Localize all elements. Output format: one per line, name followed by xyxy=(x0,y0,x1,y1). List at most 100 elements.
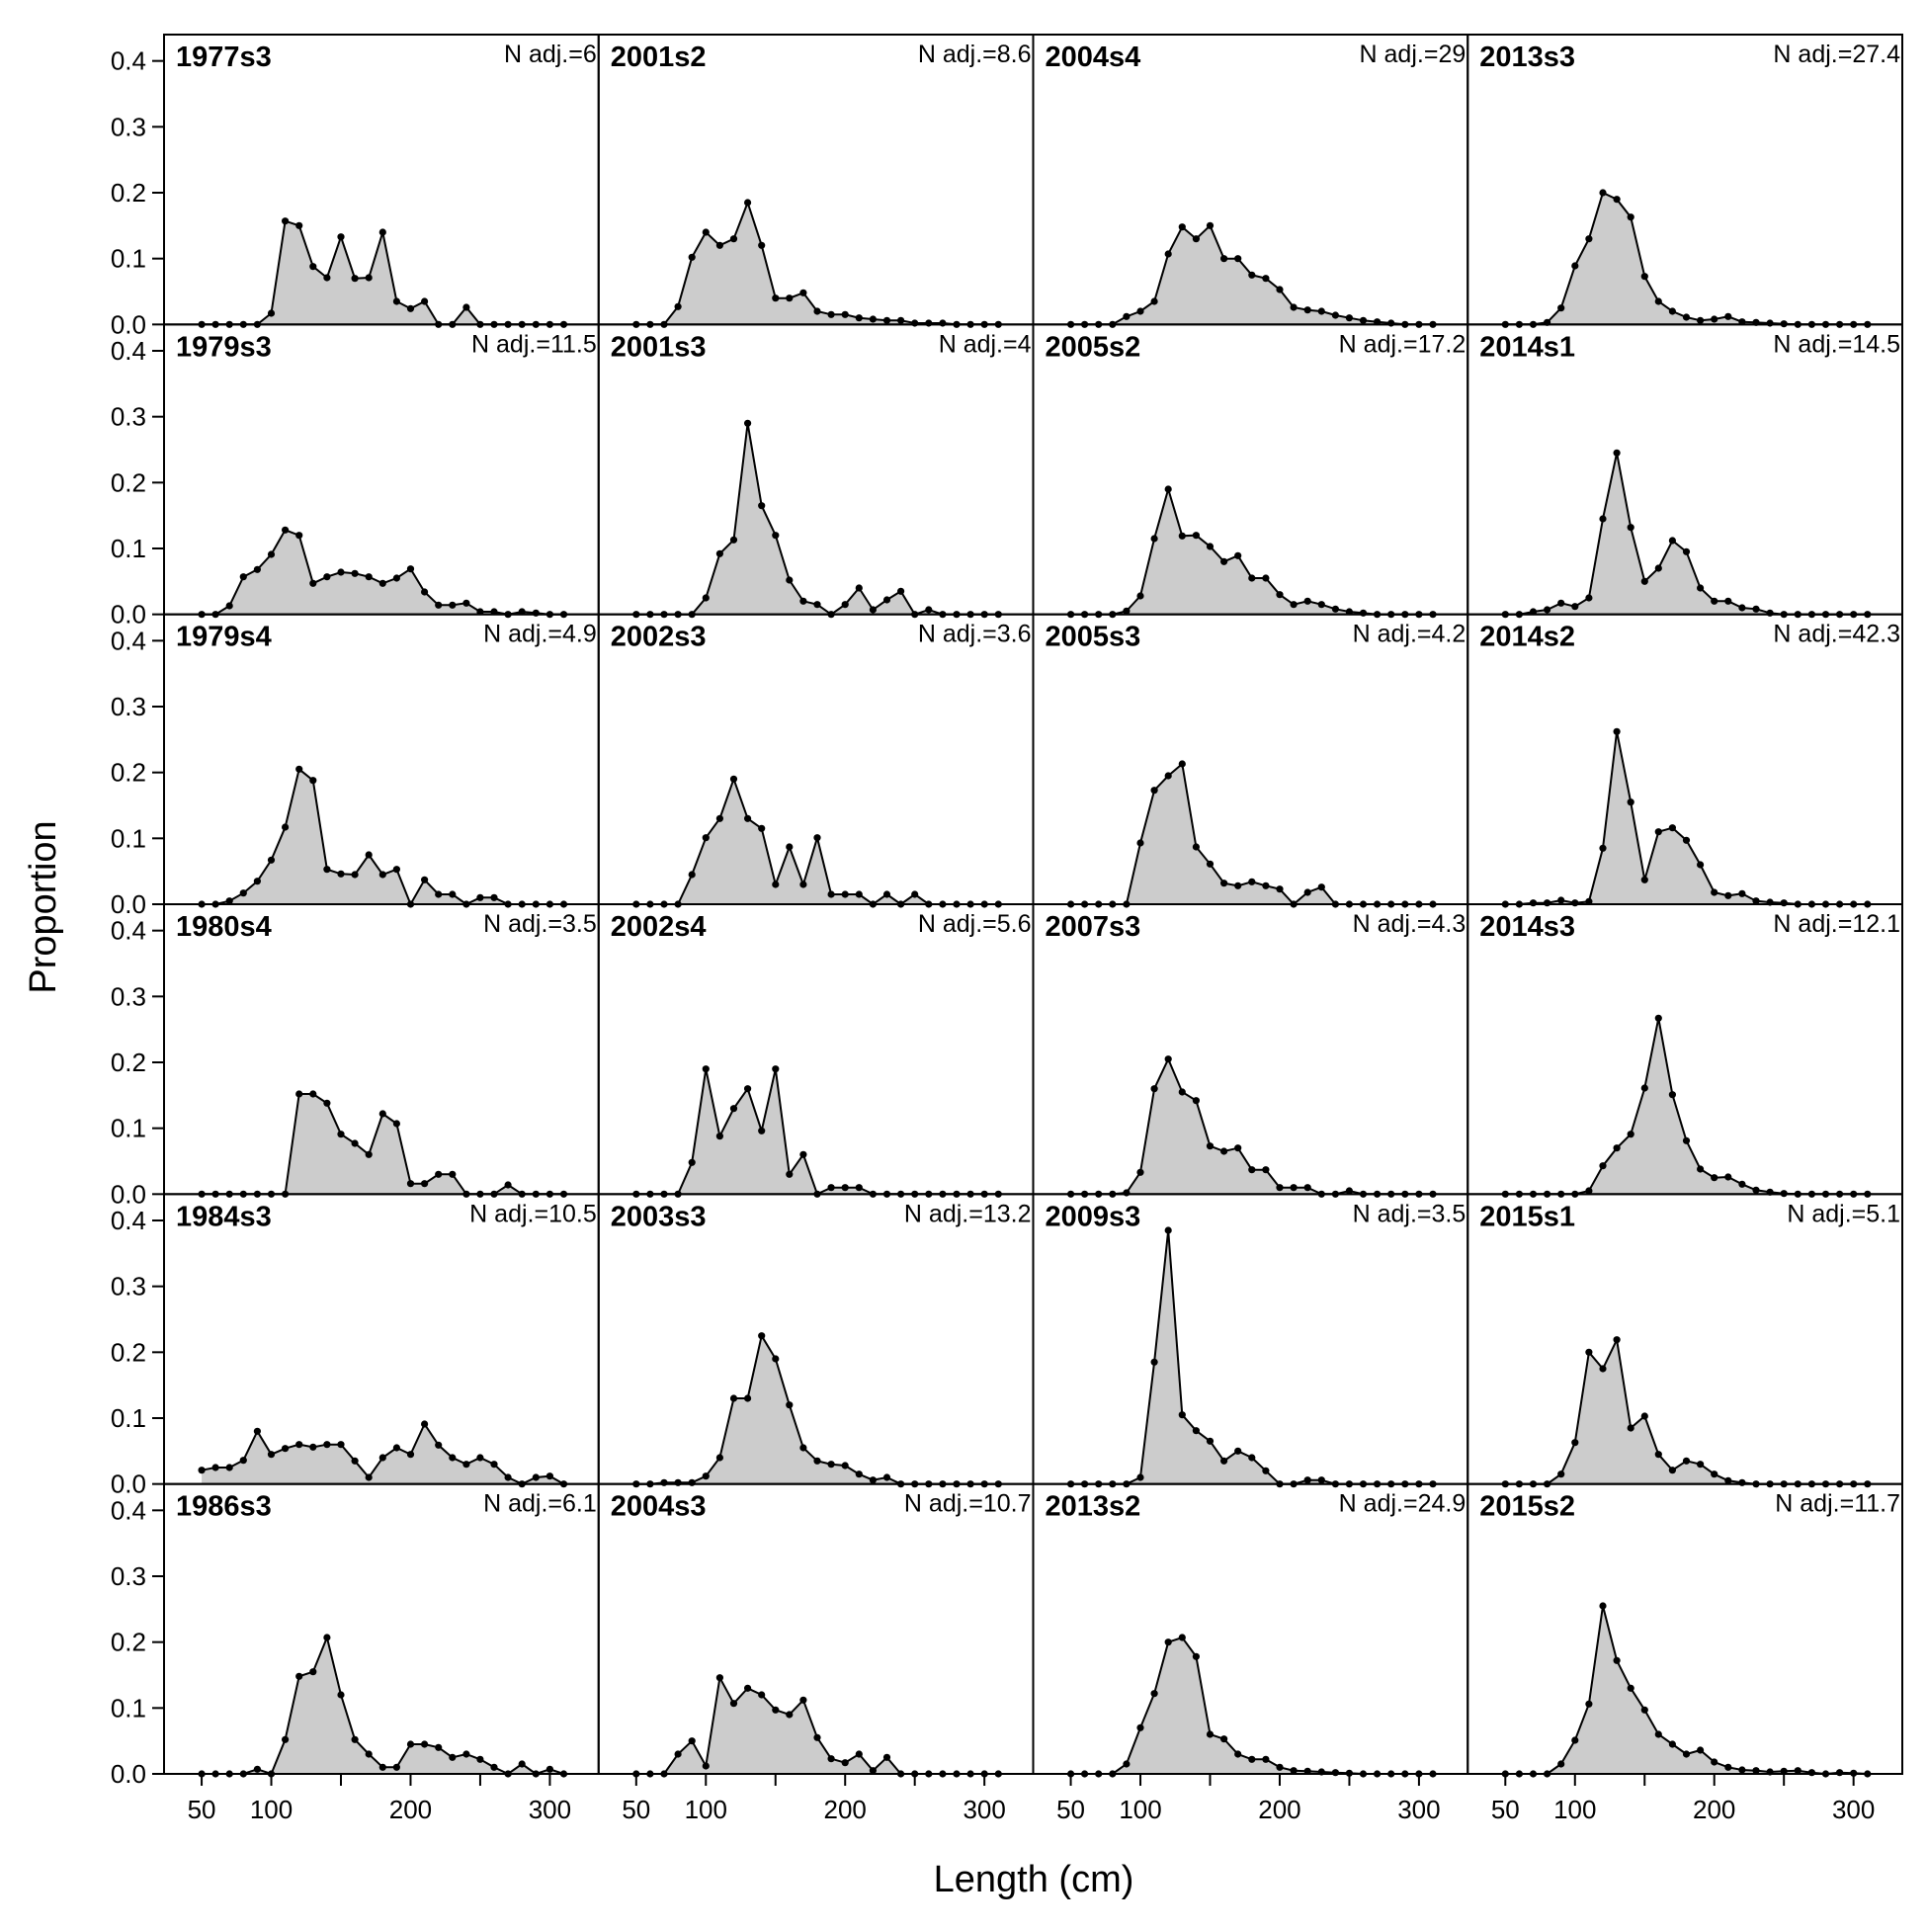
data-point-1980s4-150 xyxy=(337,1131,345,1138)
data-point-2004s3-140 xyxy=(758,1691,766,1699)
data-point-2005s2-160 xyxy=(1220,557,1228,565)
x-tick-label-col3-50: 50 xyxy=(1056,1795,1085,1824)
data-point-2015s2-190 xyxy=(1697,1746,1705,1754)
data-point-2001s2-200 xyxy=(841,310,849,318)
data-point-2002s4-200 xyxy=(841,1184,849,1192)
series-line-2001s3 xyxy=(635,423,999,616)
y-tick-label-row5-0: 0.0 xyxy=(111,1470,146,1499)
data-point-2014s2-180 xyxy=(1682,836,1691,844)
data-point-2002s3-100 xyxy=(702,834,710,842)
axes-layer: 0.00.10.20.30.40.00.10.20.30.40.00.10.20… xyxy=(111,46,1876,1824)
data-point-1977s3-100 xyxy=(267,309,276,317)
data-point-2005s2-120 xyxy=(1164,485,1172,493)
panel-2002s4: 2002s4 N adj.=5.6 xyxy=(597,903,1035,1198)
panel-frame-1984s3 xyxy=(163,1193,600,1485)
data-point-1984s3-300 xyxy=(545,1472,554,1480)
data-point-2013s2-100 xyxy=(1136,1723,1144,1731)
data-point-1986s3-250 xyxy=(476,1755,484,1763)
data-point-2002s4-120 xyxy=(729,1105,738,1113)
data-point-2003s3-90 xyxy=(688,1478,696,1486)
y-tick-label-row6-4: 0.4 xyxy=(111,1495,146,1525)
data-point-2004s4-250 xyxy=(1345,314,1353,322)
data-point-1986s3-90 xyxy=(253,1765,261,1773)
data-point-2005s2-130 xyxy=(1178,532,1186,540)
data-point-2007s3-160 xyxy=(1220,1147,1228,1155)
nadj-label-2009s3: N adj.=3.5 xyxy=(1353,1200,1466,1227)
data-point-2004s4-170 xyxy=(1234,255,1242,263)
data-point-2001s2-260 xyxy=(925,319,933,327)
data-point-2004s3-150 xyxy=(772,1706,780,1714)
data-point-2014s2-90 xyxy=(1557,896,1565,904)
panel-2013s2: 2013s2 N adj.=24.9 xyxy=(1032,1482,1469,1778)
data-point-2014s2-80 xyxy=(1544,899,1551,907)
data-point-2003s3-70 xyxy=(660,1478,668,1486)
data-point-1984s3-250 xyxy=(476,1454,484,1462)
data-point-1979s3-140 xyxy=(323,573,331,581)
data-point-2007s3-180 xyxy=(1248,1166,1256,1174)
data-point-2004s4-100 xyxy=(1136,307,1144,315)
data-point-1984s3-240 xyxy=(462,1461,470,1469)
data-point-2014s1-220 xyxy=(1738,604,1746,612)
data-point-1986s3-160 xyxy=(351,1735,359,1743)
data-point-1986s3-140 xyxy=(323,1634,331,1641)
panel-label-1977s3: 1977s3 xyxy=(176,42,272,73)
nadj-label-1977s3: N adj.=6 xyxy=(504,41,597,68)
area-fill-2005s3 xyxy=(1070,764,1433,904)
panel-2009s3: 2009s3 N adj.=3.5 xyxy=(1032,1193,1469,1488)
nadj-label-2004s3: N adj.=10.7 xyxy=(904,1490,1032,1518)
data-point-2004s4-140 xyxy=(1192,235,1200,243)
data-point-2014s2-160 xyxy=(1654,828,1662,836)
panel-frame-2005s2 xyxy=(1032,323,1469,616)
data-point-1979s3-180 xyxy=(378,579,386,587)
data-point-2015s2-100 xyxy=(1571,1736,1579,1744)
data-point-2015s1-190 xyxy=(1697,1461,1705,1469)
data-point-2013s3-140 xyxy=(1627,213,1634,221)
data-point-1986s3-300 xyxy=(545,1765,554,1773)
data-point-1980s4-270 xyxy=(504,1181,512,1189)
x-tick-label-col2-50: 50 xyxy=(622,1795,650,1824)
data-point-2014s3-110 xyxy=(1585,1187,1593,1195)
nadj-label-2015s2: N adj.=11.7 xyxy=(1775,1490,1900,1518)
panel-label-2002s4: 2002s4 xyxy=(611,911,707,943)
data-point-1980s4-160 xyxy=(351,1139,359,1147)
data-point-2001s3-200 xyxy=(841,601,849,609)
data-point-1979s3-190 xyxy=(392,574,400,582)
data-point-2013s2-200 xyxy=(1276,1763,1284,1771)
data-point-2001s2-90 xyxy=(688,253,696,261)
data-point-2014s3-220 xyxy=(1738,1180,1746,1188)
panel-label-2007s3: 2007s3 xyxy=(1046,911,1141,943)
data-point-2015s2-200 xyxy=(1711,1758,1718,1766)
data-point-2002s3-90 xyxy=(688,871,696,879)
data-point-2014s3-130 xyxy=(1613,1144,1621,1152)
panel-grid: 1977s3 N adj.=6 1979s3 N adj.=11.5 1979s4 N a… xyxy=(163,34,1903,1778)
area-fill-2015s2 xyxy=(1505,1606,1868,1774)
y-tick-label-row4-1: 0.1 xyxy=(111,1114,146,1143)
data-point-2003s3-230 xyxy=(882,1473,891,1481)
data-point-2005s3-130 xyxy=(1178,760,1186,768)
data-point-2007s3-110 xyxy=(1150,1085,1158,1093)
panel-2003s3: 2003s3 N adj.=13.2 xyxy=(597,1193,1035,1488)
data-point-1977s3-200 xyxy=(406,304,415,312)
nadj-label-1986s3: N adj.=6.1 xyxy=(483,1490,597,1518)
panel-label-2013s3: 2013s3 xyxy=(1479,42,1575,73)
nadj-label-2014s3: N adj.=12.1 xyxy=(1773,910,1900,938)
data-point-2001s2-140 xyxy=(758,241,766,249)
data-point-1979s4-230 xyxy=(449,890,457,898)
data-point-1984s3-50 xyxy=(198,1467,206,1474)
x-tick-label-col4-50: 50 xyxy=(1491,1795,1520,1824)
data-point-1984s3-190 xyxy=(392,1444,400,1452)
data-point-1986s3-230 xyxy=(449,1753,457,1761)
data-point-2001s3-100 xyxy=(702,594,710,602)
data-point-2013s2-180 xyxy=(1248,1755,1256,1763)
data-point-2009s3-170 xyxy=(1234,1447,1242,1455)
data-point-2014s2-190 xyxy=(1697,861,1705,869)
data-point-1979s4-110 xyxy=(282,823,290,831)
data-point-1979s3-110 xyxy=(282,526,290,534)
area-fill-2001s2 xyxy=(635,203,999,325)
panel-2001s3: 2001s3 N adj.=4 xyxy=(597,323,1035,619)
data-point-2003s3-160 xyxy=(786,1401,794,1409)
data-point-2001s3-160 xyxy=(786,576,794,584)
data-point-1984s3-230 xyxy=(449,1454,457,1462)
